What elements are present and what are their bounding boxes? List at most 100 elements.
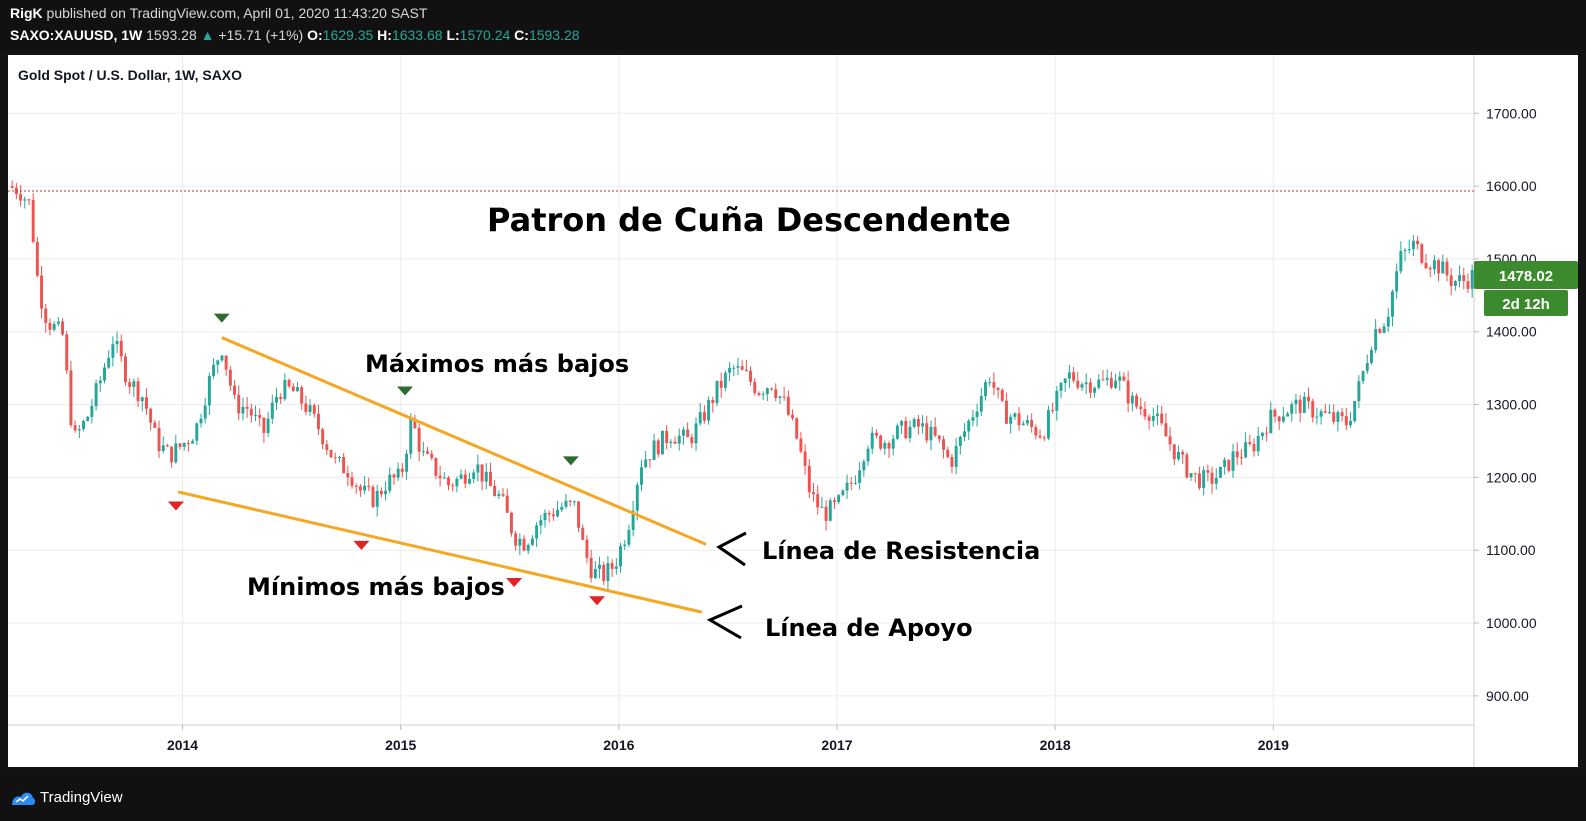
candle-body [333, 457, 337, 459]
candle-body [610, 563, 614, 569]
candle-body [967, 420, 971, 432]
price-change: +15.71 (+1%) [218, 27, 304, 43]
candle-body [1135, 395, 1138, 407]
candle-body [715, 380, 719, 404]
candle-body [1017, 413, 1021, 426]
candle-body [10, 186, 14, 188]
candle-body [472, 472, 476, 479]
candle-body [275, 396, 278, 403]
candle-body [598, 564, 602, 569]
candle-body [874, 432, 878, 436]
candle-body [1407, 249, 1411, 251]
tradingview-logo-icon[interactable] [10, 789, 36, 807]
candle-body [195, 423, 199, 441]
candle-body [501, 494, 505, 496]
candle-body [52, 323, 56, 330]
y-tick-label: 1100.00 [1486, 542, 1536, 558]
candle-body [207, 375, 211, 406]
high-marker-icon [397, 386, 414, 396]
candle-body [1265, 432, 1269, 434]
candle-body [950, 456, 954, 467]
candle-body [1256, 436, 1260, 452]
candle-body [1210, 472, 1214, 484]
candle-body [535, 525, 539, 539]
candle-body [86, 416, 90, 422]
candle-body [1202, 470, 1206, 488]
y-tick-label: 1200.00 [1486, 469, 1537, 485]
candle-body [1097, 379, 1101, 388]
candle-body [585, 539, 589, 558]
candle-body [1336, 412, 1340, 422]
low-label: L: [446, 27, 460, 43]
candle-body [1374, 329, 1378, 351]
candle-body [568, 500, 572, 502]
candle-body [1403, 250, 1407, 252]
candle-body [170, 446, 174, 463]
tradingview-brand[interactable]: TradingView [40, 789, 123, 806]
candle-body [388, 474, 392, 491]
candle-body [744, 369, 748, 371]
candle-body [484, 471, 488, 482]
candle-body [690, 437, 694, 444]
candle-body [975, 411, 979, 418]
candle-body [791, 414, 794, 419]
price-badge-bg [1474, 261, 1578, 289]
candle-body [522, 538, 526, 551]
candle-body [937, 435, 941, 440]
candle-body [90, 405, 94, 417]
candle-body [1470, 270, 1474, 289]
candle-body [866, 448, 870, 462]
candle-body [677, 435, 681, 444]
candle-body [262, 417, 266, 433]
candle-body [1458, 275, 1462, 282]
candle-body [631, 510, 635, 530]
candle-body [862, 461, 866, 471]
support-arrow-icon [706, 604, 743, 640]
candle-body [681, 429, 685, 436]
candle-body [417, 428, 421, 452]
candle-body [929, 426, 933, 441]
candle-body [1319, 411, 1323, 417]
candle-body [1328, 412, 1331, 414]
candle-body [509, 512, 513, 534]
candle-body [1294, 399, 1298, 405]
symbol-label[interactable]: SAXO:XAUUSD, 1W [10, 27, 143, 43]
candle-body [379, 490, 383, 495]
candle-body [757, 393, 761, 395]
candle-body [1147, 416, 1151, 421]
candle-body [1307, 396, 1311, 402]
candle-body [283, 379, 287, 400]
candle-body [1013, 413, 1017, 417]
candle-body [1067, 372, 1071, 379]
candle-body [31, 199, 35, 242]
candle-body [526, 544, 530, 551]
price-badge-value: 1478.02 [1499, 268, 1553, 285]
candle-body [1156, 413, 1159, 416]
candle-body [77, 429, 81, 431]
candle-body [1218, 466, 1222, 478]
candle-body [996, 387, 1000, 390]
candle-body [782, 396, 786, 398]
candle-body [619, 546, 622, 567]
candle-body [799, 438, 803, 452]
x-tick-label: 2018 [1040, 737, 1071, 753]
candle-body [1051, 410, 1055, 412]
x-tick-label: 2014 [167, 737, 198, 753]
author-name[interactable]: RigK [10, 5, 43, 21]
candle-body [870, 432, 874, 449]
candle-body [711, 399, 715, 404]
candle-body [1437, 260, 1441, 274]
candle-body [350, 477, 354, 486]
candle-body [430, 453, 434, 458]
candle-body [979, 396, 983, 412]
candle-body [669, 441, 673, 444]
price-chart[interactable]: 900.00 1000.00 1100.00 1200.00 1300.00 1400.0… [0, 0, 1586, 775]
candle-body [254, 414, 257, 416]
candle-body [1298, 399, 1302, 413]
high-value: 1633.68 [391, 27, 443, 43]
pattern-title: Patron de Cuña Descendente [487, 201, 1011, 239]
up-arrow-icon: ▲ [200, 27, 215, 43]
candle-body [308, 405, 312, 412]
candle-body [774, 389, 778, 398]
candle-body [212, 364, 216, 376]
